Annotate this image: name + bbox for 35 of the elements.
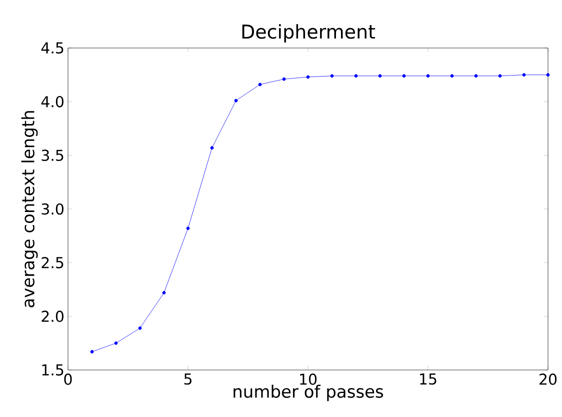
y-tick-label: 2.0 — [42, 310, 64, 322]
point — [162, 291, 166, 294]
y-tick-label: 1.5 — [42, 364, 64, 376]
point — [474, 74, 478, 78]
y-tick-label: 2.5 — [42, 256, 64, 268]
point — [402, 74, 406, 78]
y-tick-label: 4.5 — [41, 42, 64, 54]
point — [306, 75, 310, 79]
point — [90, 350, 94, 354]
y-tick-label: 3.0 — [42, 203, 64, 215]
point — [114, 341, 118, 345]
x-tick-label: 5 — [184, 374, 192, 385]
x-tick-label: 0 — [64, 374, 72, 385]
point — [186, 226, 190, 230]
chart-title: Decipherment — [242, 24, 376, 42]
point — [426, 74, 430, 78]
point — [234, 98, 238, 102]
point — [498, 74, 502, 78]
point — [138, 326, 142, 330]
point — [546, 73, 550, 77]
x-axis-title: number of passes — [234, 384, 384, 402]
point — [210, 146, 214, 150]
x-tick-label: 20 — [540, 374, 557, 385]
point — [330, 74, 334, 78]
y-tick-label: 4.0 — [41, 96, 64, 108]
y-axis-title: average context length — [21, 111, 38, 308]
x-tick-label: 10 — [300, 374, 317, 385]
x-tick-label: 15 — [420, 374, 436, 385]
point — [258, 82, 262, 86]
point — [282, 77, 286, 81]
point — [378, 74, 382, 78]
point — [354, 74, 358, 78]
y-tick-label: 3.5 — [42, 150, 64, 162]
point — [522, 73, 526, 77]
point — [450, 74, 454, 78]
